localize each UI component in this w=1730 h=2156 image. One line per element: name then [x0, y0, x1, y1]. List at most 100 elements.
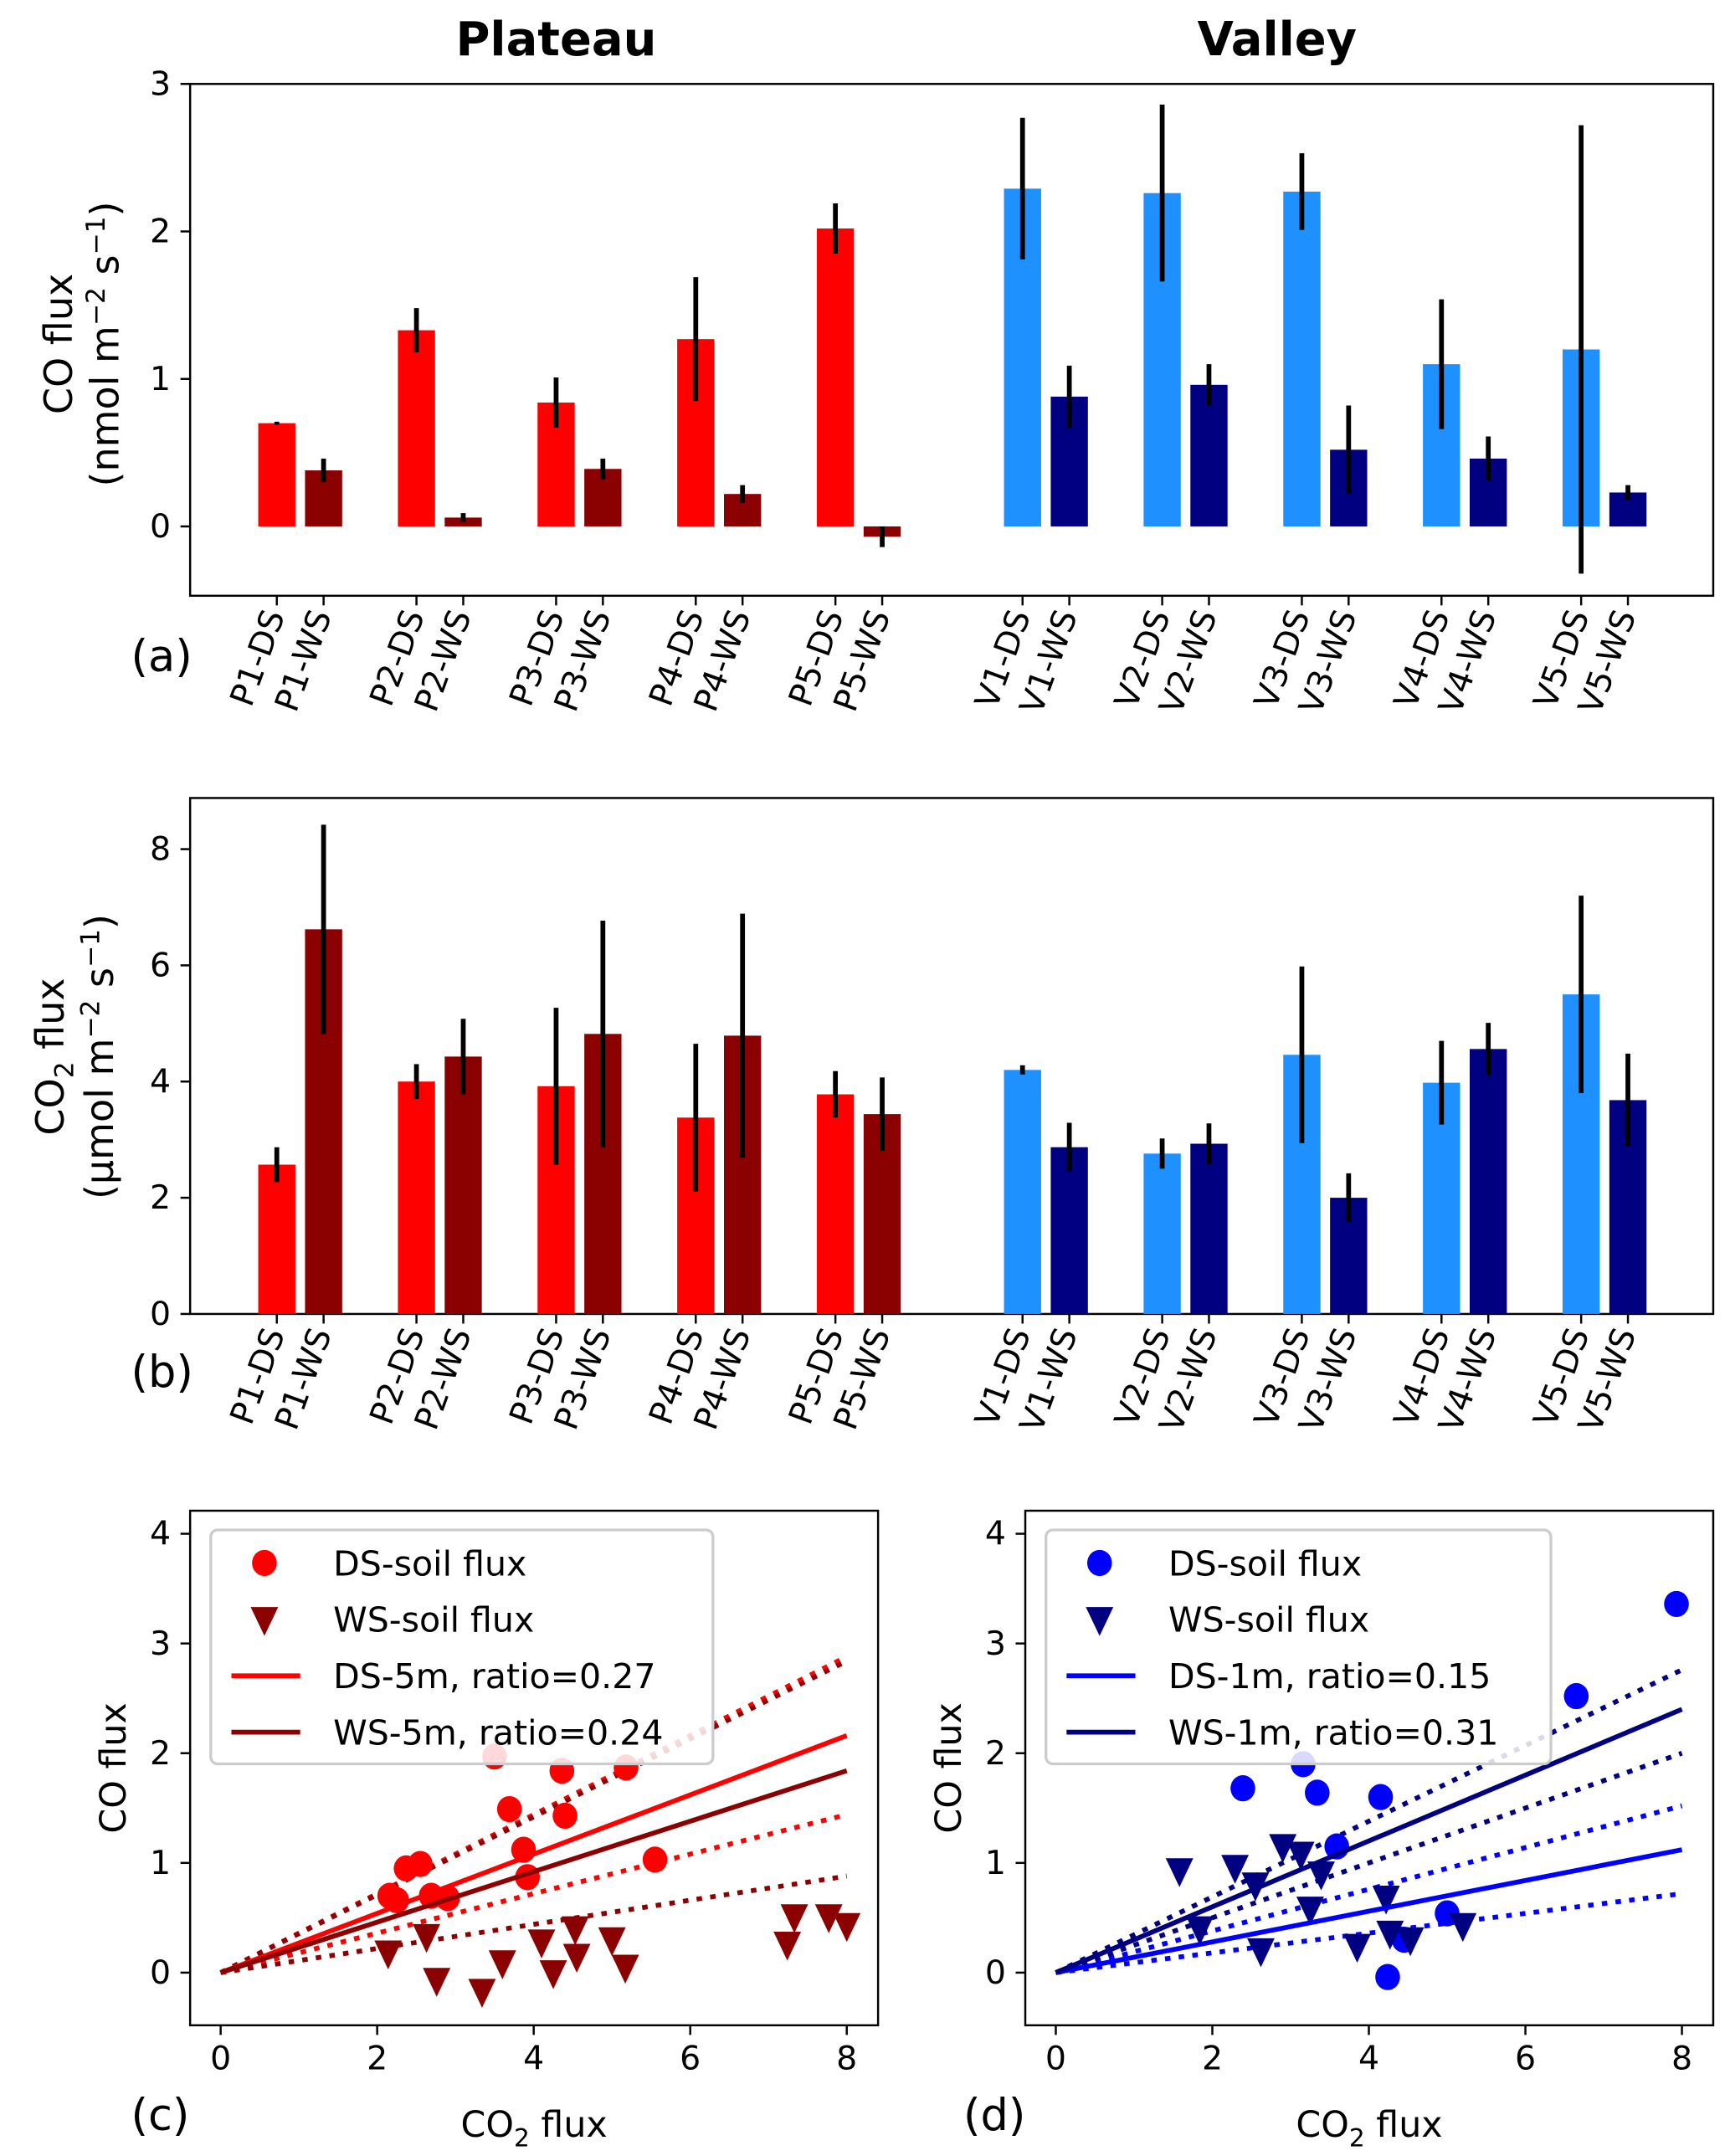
x-tick-label: 6	[680, 2039, 701, 2077]
point-WS-soil flux	[488, 1950, 516, 1979]
point-DS-soil flux	[1368, 1784, 1394, 1810]
point-WS-soil flux	[539, 1960, 567, 1989]
legend-marker-triangle	[1086, 1607, 1114, 1636]
point-WS-soil flux	[468, 1979, 496, 2008]
point-WS-soil flux	[773, 1932, 802, 1961]
point-WS-soil flux	[833, 1912, 861, 1943]
y-tick-label: 0	[985, 1953, 1006, 1992]
bound-line	[219, 1812, 848, 1975]
legend-entry: DS-1m, ratio=0.15	[1168, 1656, 1491, 1697]
plot-area-b	[188, 797, 1715, 1316]
point-WS-soil flux	[1372, 1885, 1400, 1915]
point-WS-soil flux	[423, 1968, 451, 1997]
unit: flux	[1365, 2104, 1443, 2146]
title-plateau: Plateau	[455, 13, 656, 67]
point-WS-soil flux	[1376, 1920, 1404, 1950]
bound-line	[1055, 1667, 1683, 1975]
bar-P5-DS	[816, 228, 855, 526]
x-tick-label: 2	[367, 2039, 388, 2077]
bound-line	[1055, 1891, 1682, 1975]
point-DS-soil flux	[1563, 1682, 1589, 1710]
point-WS-soil flux	[1269, 1834, 1297, 1863]
point-DS-soil flux	[1305, 1779, 1330, 1806]
point-DS-soil flux	[1230, 1775, 1255, 1802]
point-WS-soil flux	[598, 1927, 626, 1957]
point-WS-soil flux	[374, 1940, 403, 1970]
y-tick-label: 1	[150, 360, 171, 398]
unit-sub: 2	[49, 1061, 80, 1078]
unit-sup: −1	[81, 216, 111, 254]
point-WS-soil flux	[527, 1929, 556, 1958]
x-axis-label-d: CO2 flux	[1296, 2104, 1442, 2153]
y-tick-label: 0	[150, 507, 171, 546]
unit-sup: −2	[76, 1000, 106, 1039]
plot-area-d	[1024, 1509, 1715, 2027]
point-DS-soil flux	[496, 1795, 522, 1823]
point-WS-soil flux	[611, 1954, 639, 1984]
y-tick-label: 4	[150, 1515, 171, 1553]
unit: )	[77, 914, 122, 929]
legend-d: DS-soil flux WS-soil flux DS-1m, ratio=0.1…	[1045, 1528, 1553, 1766]
x-tick-label: 6	[1515, 2039, 1536, 2077]
panel-label-d: (d)	[963, 2090, 1025, 2141]
y-tick-label: 3	[985, 1625, 1006, 1663]
bar-V4-WS	[1469, 1049, 1507, 1314]
legend-entry: WS-5m, ratio=0.24	[333, 1712, 663, 1753]
bar-V2-WS	[1190, 1143, 1228, 1314]
y-axis-label-a-line1: CO flux	[36, 274, 81, 414]
unit-sup: −1	[76, 929, 106, 968]
panel-label-c: (c)	[131, 2090, 189, 2141]
x-tick-label: 2	[1202, 2039, 1223, 2077]
point-DS-soil flux	[408, 1851, 433, 1877]
x-tick-label: 0	[210, 2039, 231, 2077]
point-WS-soil flux	[1165, 1858, 1194, 1887]
legend-entry: DS-5m, ratio=0.27	[333, 1656, 655, 1697]
point-DS-soil flux	[1664, 1590, 1689, 1618]
bound-line	[1055, 1751, 1683, 1975]
legend-marker-triangle	[250, 1607, 279, 1636]
y-axis-label-c: CO flux	[93, 1702, 135, 1833]
legend-entry: WS-1m, ratio=0.31	[1168, 1712, 1498, 1753]
unit: CO	[28, 1078, 73, 1135]
y-tick-label: 3	[150, 1625, 171, 1663]
unit: flux	[530, 2104, 608, 2146]
point-WS-soil flux	[1343, 1933, 1371, 1964]
bar-V1-DS	[1004, 1070, 1041, 1314]
legend-box	[1045, 1528, 1553, 1766]
legend-c: DS-soil flux WS-soil flux DS-5m, ratio=0.2…	[209, 1528, 715, 1766]
y-tick-label: 4	[150, 1062, 171, 1101]
title-valley: Valley	[1198, 13, 1358, 67]
y-tick-label: 2	[985, 1734, 1006, 1773]
legend-entry: WS-soil flux	[1168, 1600, 1369, 1640]
point-WS-soil flux	[413, 1923, 441, 1953]
bar-P2-DS	[398, 1081, 435, 1314]
x-tick-label: 4	[1358, 2039, 1379, 2077]
panel-label-b: (b)	[131, 1347, 193, 1398]
y-tick-label: 1	[150, 1844, 171, 1882]
point-WS-soil flux	[1186, 1916, 1214, 1946]
point-WS-soil flux	[780, 1904, 809, 1933]
y-tick-label: 0	[150, 1953, 171, 1992]
fit-line-WS-5m, ratio=0.24	[219, 1768, 848, 1975]
bar-V3-DS	[1283, 191, 1321, 526]
legend-marker-circle	[1086, 1549, 1112, 1577]
unit: CO	[1296, 2104, 1348, 2146]
bar-P2-DS	[398, 330, 435, 526]
unit: (nmol m	[83, 326, 128, 486]
point-WS-soil flux	[1449, 1912, 1477, 1943]
bar-P2-WS	[444, 1056, 482, 1314]
y-tick-label: 4	[985, 1515, 1006, 1553]
point-WS-soil flux	[561, 1916, 589, 1946]
unit: CO	[461, 2104, 514, 2146]
point-WS-soil flux	[1221, 1855, 1250, 1884]
fit-line-WS-1m, ratio=0.31	[1055, 1707, 1683, 1975]
bar-P5-DS	[816, 1094, 855, 1314]
bar-P1-DS	[258, 423, 295, 526]
legend-entry: DS-soil flux	[1168, 1543, 1362, 1584]
unit: flux	[28, 978, 73, 1061]
y-tick-label: 3	[150, 64, 171, 103]
point-DS-soil flux	[1375, 1964, 1400, 1990]
unit: (µmol m	[77, 1039, 122, 1199]
bar-V1-WS	[1050, 1147, 1088, 1314]
